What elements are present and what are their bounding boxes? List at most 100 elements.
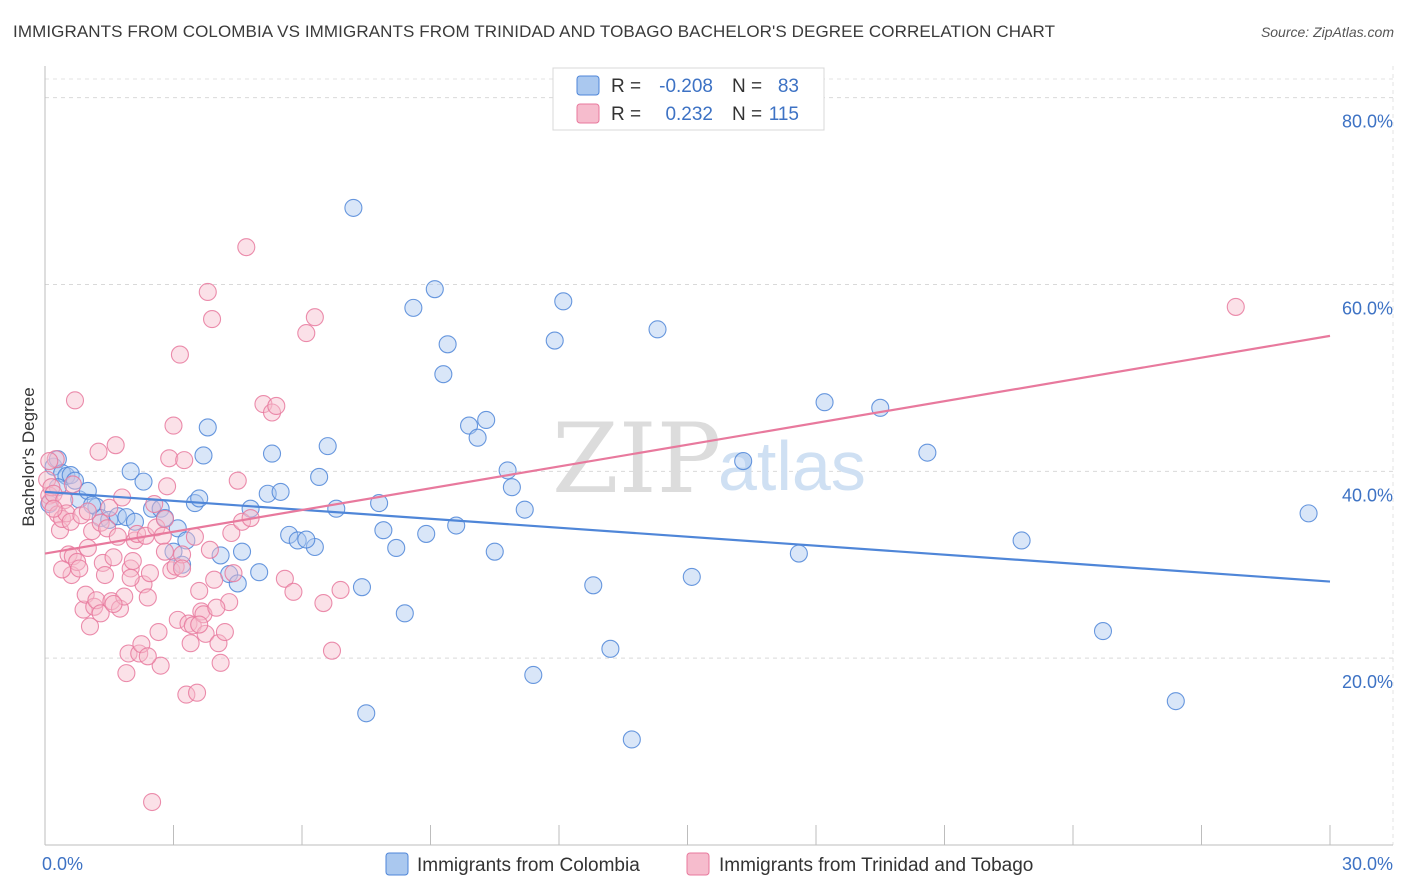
y-tick-label: 80.0% — [1342, 112, 1393, 132]
trinidad-point — [117, 664, 136, 683]
trinidad-point — [237, 238, 256, 257]
x-tick-label: 0.0% — [42, 854, 83, 874]
trinidad-point — [115, 587, 134, 606]
trinidad-point — [78, 502, 97, 521]
trinidad-point — [106, 436, 125, 455]
trinidad-point — [200, 540, 219, 559]
y-tick-label: 60.0% — [1342, 299, 1393, 319]
source-label: Source: ZipAtlas.com — [1260, 24, 1394, 40]
trinidad-point — [85, 597, 104, 616]
colombia-point — [515, 500, 534, 519]
colombia-point — [117, 508, 136, 527]
colombia-point — [177, 531, 196, 550]
bottom-legend-swatch-trinidad — [686, 852, 710, 876]
colombia-point — [477, 410, 496, 430]
trinidad-point — [44, 499, 63, 518]
trinidad-point — [91, 604, 110, 623]
colombia-point — [1166, 692, 1185, 711]
colombia-point — [468, 428, 487, 447]
colombia-point — [622, 730, 641, 749]
trinidad-point — [160, 449, 179, 468]
bottom-legend-label-trinidad: Immigrants from Trinidad and Tobago — [719, 855, 1033, 876]
trinidad-point — [46, 450, 65, 469]
trinidad-point — [140, 564, 159, 583]
y-axis-label: Bachelor's Degree — [19, 387, 38, 526]
colombia-point — [918, 443, 937, 462]
colombia-point — [438, 335, 457, 354]
trinidad-point — [222, 523, 241, 543]
trinidad-point — [196, 624, 215, 643]
tick-labels: 20.0% 40.0% 60.0% 80.0% 0.0% 30.0% — [42, 112, 1393, 874]
trinidad-point — [53, 560, 72, 579]
colombia-point — [190, 489, 209, 508]
legend-n-value-colombia: 83 — [778, 76, 799, 97]
trinidad-point — [181, 634, 200, 653]
watermark-zip: ZIP — [552, 403, 721, 515]
trinidad-point — [190, 615, 209, 634]
x-tick-label: 30.0% — [1342, 854, 1393, 874]
legend-swatch-colombia — [576, 75, 600, 96]
trinidad-point — [207, 598, 226, 617]
colombia-point — [584, 576, 603, 595]
colombia-point — [318, 437, 337, 456]
colombia-point — [310, 467, 329, 486]
legend-r-value-colombia: -0.208 — [659, 76, 713, 97]
colombia-point — [370, 494, 389, 513]
colombia-point — [1012, 531, 1031, 550]
colombia-point — [815, 393, 834, 412]
colombia-point — [1299, 504, 1318, 523]
trinidad-point — [138, 588, 157, 607]
trinidad-point — [173, 559, 192, 578]
trinidad-point — [151, 656, 170, 675]
trinidad-point — [297, 324, 316, 343]
trinidad-point — [305, 308, 324, 327]
colombia-point — [524, 665, 543, 685]
colombia-point — [1093, 622, 1113, 641]
colombia-point — [228, 574, 247, 593]
colombia-point — [485, 542, 504, 561]
trinidad-point — [104, 548, 123, 567]
trinidad-point — [198, 282, 217, 302]
trinidad-point — [173, 545, 192, 564]
legend-n-label-colombia: N = — [732, 76, 762, 97]
trinidad-point — [123, 551, 142, 571]
trinidad-point — [155, 542, 174, 561]
colombia-point — [271, 482, 290, 501]
axes — [44, 66, 1393, 846]
y-tick-label: 20.0% — [1342, 672, 1393, 692]
trinidad-trend-line — [44, 334, 1331, 555]
trinidad-point — [322, 641, 342, 660]
trinidad-point — [211, 653, 230, 672]
trinidad-point — [190, 581, 209, 600]
colombia-point — [502, 478, 521, 497]
colombia-point — [601, 639, 620, 658]
colombia-point — [198, 418, 217, 437]
y-tick-label: 40.0% — [1342, 485, 1393, 505]
trinidad-point — [121, 559, 140, 578]
colombia-point — [682, 567, 701, 586]
colombia-point — [434, 365, 453, 384]
grid-lines — [45, 66, 1394, 845]
legend-n-label-trinidad: N = — [732, 104, 762, 125]
colombia-point — [404, 298, 423, 317]
trinidad-point — [121, 568, 140, 587]
colombia-trend-line — [44, 490, 1331, 583]
colombia-point — [211, 546, 230, 565]
trinidad-point — [183, 616, 202, 635]
trinidad-point — [331, 580, 350, 600]
colombia-point — [241, 499, 260, 518]
trinidad-point — [267, 396, 286, 416]
trinidad-point — [224, 564, 243, 583]
trinidad-point — [104, 594, 123, 614]
trinidad-point — [68, 552, 87, 572]
trinidad-point — [143, 792, 162, 812]
trinidad-point — [185, 527, 204, 546]
trinidad-point — [155, 509, 174, 529]
colombia-point — [734, 452, 753, 471]
colombia-point — [789, 544, 808, 563]
trinidad-point — [63, 475, 82, 494]
colombia-point — [545, 331, 564, 350]
trinidad-point — [40, 452, 59, 471]
trinidad-point — [170, 345, 189, 364]
